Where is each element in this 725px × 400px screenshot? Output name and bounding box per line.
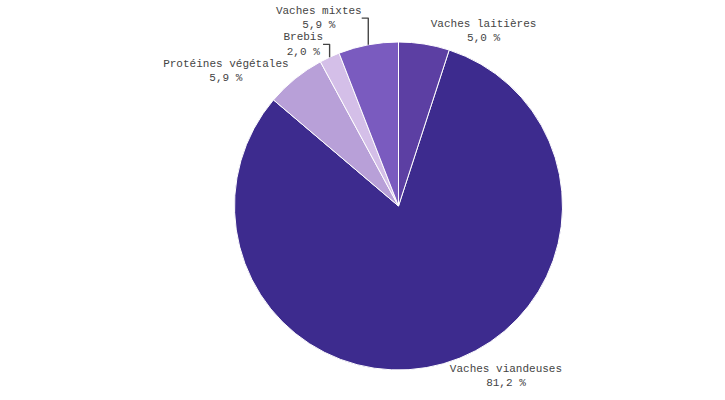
svg-text:Vaches viandeuses81,2 %: Vaches viandeuses81,2 % bbox=[450, 363, 562, 389]
svg-text:Vaches mixtes5,9 %: Vaches mixtes5,9 % bbox=[276, 5, 362, 31]
svg-text:Vaches laitières5,0 %: Vaches laitières5,0 % bbox=[431, 18, 537, 44]
svg-text:Protéines végétales5,9 %: Protéines végétales5,9 % bbox=[163, 58, 288, 84]
svg-text:Brebis2,0 %: Brebis2,0 % bbox=[283, 31, 323, 57]
